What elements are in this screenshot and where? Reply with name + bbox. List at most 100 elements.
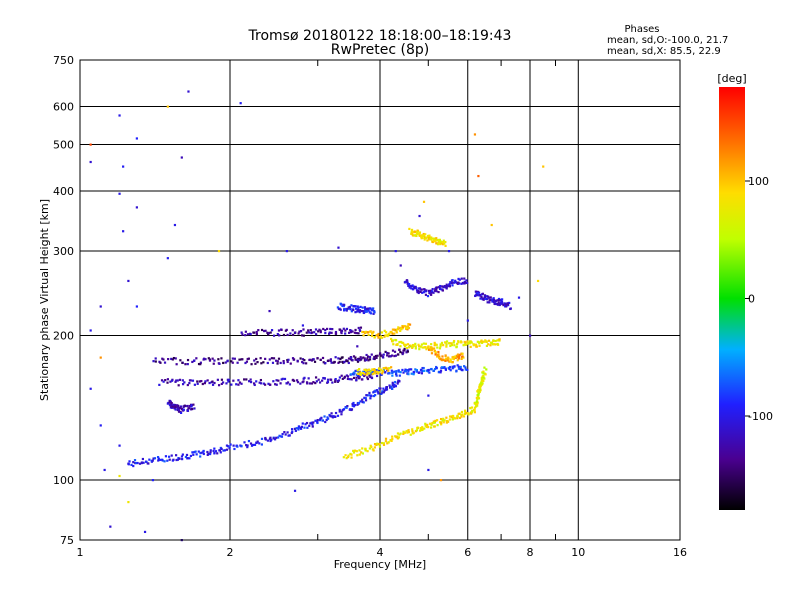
- scatter-point: [89, 387, 92, 390]
- scatter-point: [180, 156, 183, 159]
- trace-point: [459, 365, 462, 369]
- trace-point: [235, 383, 238, 386]
- trace-point: [418, 233, 421, 236]
- trace-point: [171, 459, 174, 462]
- trace-point: [482, 374, 485, 378]
- trace-point: [456, 282, 459, 285]
- trace-point: [464, 368, 467, 371]
- trace-point: [223, 449, 226, 452]
- trace-point: [345, 309, 348, 312]
- trace-point: [418, 287, 421, 290]
- trace-point: [367, 309, 370, 312]
- trace-point: [268, 358, 271, 361]
- trace-point: [360, 357, 363, 360]
- trace-point: [502, 303, 506, 306]
- trace-point: [166, 381, 169, 384]
- trace-point: [272, 437, 275, 440]
- trace-point: [281, 377, 284, 380]
- trace-point: [426, 346, 429, 349]
- trace-point: [366, 377, 370, 381]
- trace-point: [337, 307, 341, 311]
- trace-point: [482, 370, 485, 373]
- trace-point: [404, 343, 408, 346]
- trace-point: [162, 358, 165, 361]
- trace-point: [424, 342, 428, 345]
- trace-point: [433, 341, 436, 344]
- trace-point: [482, 379, 485, 383]
- trace-point: [297, 425, 301, 428]
- trace-point: [494, 339, 497, 343]
- trace-point: [492, 298, 496, 301]
- data-points: [89, 90, 545, 542]
- trace-point: [398, 341, 401, 344]
- trace-point: [490, 342, 493, 345]
- trace-point: [366, 450, 369, 453]
- trace-point: [424, 233, 427, 236]
- trace-point: [246, 357, 249, 361]
- trace-point: [172, 403, 175, 406]
- trace-point: [284, 433, 287, 436]
- trace-point: [429, 368, 433, 371]
- trace-point: [213, 447, 216, 450]
- trace-point: [176, 404, 179, 407]
- trace-point: [475, 396, 478, 400]
- trace-point: [212, 449, 215, 453]
- trace-point: [352, 449, 355, 452]
- trace-point: [432, 347, 436, 350]
- trace-point: [353, 449, 357, 452]
- trace-point: [402, 351, 405, 354]
- trace-point: [450, 343, 454, 347]
- trace-point: [375, 374, 379, 378]
- trace-point: [458, 416, 462, 420]
- trace-point: [441, 243, 445, 246]
- trace-point: [317, 330, 320, 333]
- trace-point: [310, 382, 314, 385]
- trace-point: [375, 443, 378, 446]
- scatter-point: [135, 305, 138, 308]
- trace-point: [454, 356, 457, 359]
- trace-point: [241, 358, 244, 361]
- trace-point: [419, 427, 422, 430]
- trace-point: [212, 362, 215, 365]
- trace-point: [406, 280, 409, 283]
- trace-point: [160, 379, 164, 382]
- trace-point: [476, 291, 479, 295]
- trace-point: [391, 349, 395, 352]
- trace-point: [435, 237, 438, 240]
- trace-point: [424, 293, 428, 296]
- trace-point: [271, 361, 275, 364]
- trace-point: [246, 446, 249, 449]
- trace-point: [345, 406, 348, 409]
- trace-point: [461, 281, 464, 285]
- trace-point: [316, 418, 319, 422]
- trace-point: [435, 290, 438, 293]
- trace-point: [196, 382, 199, 385]
- trace-point: [436, 355, 439, 358]
- trace-point: [361, 398, 364, 401]
- trace-point: [457, 281, 460, 284]
- trace-point: [415, 232, 419, 236]
- trace-point: [352, 401, 355, 405]
- trace-point: [428, 238, 431, 241]
- trace-point: [133, 459, 137, 462]
- trace-point: [321, 419, 324, 422]
- trace-point: [181, 379, 184, 382]
- trace-point: [267, 382, 270, 385]
- trace-point: [141, 457, 145, 461]
- trace-point: [249, 442, 253, 445]
- scatter-point: [187, 90, 190, 93]
- trace-point: [350, 378, 353, 381]
- trace-point: [171, 358, 174, 361]
- trace-point: [445, 287, 448, 290]
- trace-point: [346, 375, 350, 378]
- trace-point: [359, 326, 363, 329]
- trace-point: [255, 380, 258, 383]
- trace-point: [178, 378, 182, 381]
- trace-point: [351, 330, 354, 333]
- trace-point: [439, 371, 442, 374]
- trace-point: [444, 357, 448, 360]
- trace-point: [275, 436, 278, 439]
- trace-point: [439, 417, 443, 421]
- trace-point: [438, 238, 441, 241]
- trace-point: [193, 383, 196, 386]
